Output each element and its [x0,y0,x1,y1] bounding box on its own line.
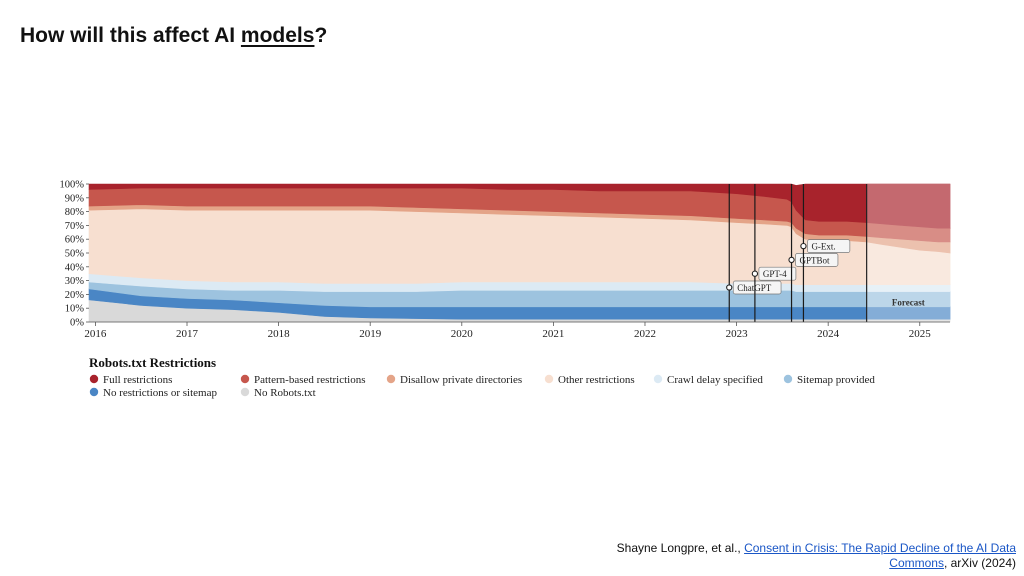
legend-swatch-other-restrictions [544,374,554,384]
event-label-g-ext-: G-Ext. [811,242,835,252]
x-tick-label: 2022 [634,328,656,340]
legend-swatch-no-robots-txt [240,387,250,397]
citation-paper-link[interactable]: Consent in Crisis: The Rapid Decline of … [744,541,1016,570]
legend-swatch-full-restrictions [89,374,99,384]
area-full-restrictions [88,183,951,229]
event-marker-chatgpt [726,284,733,291]
legend-swatch-crawl-delay-specified [653,374,663,384]
y-tick-label: 90% [65,193,85,204]
stacked-areas [88,183,951,323]
event-marker-g-ext- [800,242,807,250]
forecast-region: Forecast [866,184,950,322]
x-tick-label: 2025 [909,328,932,340]
citation: Shayne Longpre, et al., Consent in Crisi… [596,541,1016,571]
legend-label-no-robots-txt: No Robots.txt [254,387,316,399]
legend-label-pattern-based-restrictions: Pattern-based restrictions [254,374,366,386]
x-tick-label: 2020 [451,328,474,340]
x-tick-label: 2017 [176,328,199,340]
event-label-box-g-ext- [807,239,851,253]
y-tick-label: 60% [65,235,85,246]
citation-suffix: , arXiv (2024) [943,556,1016,570]
event-label-gpt-4: GPT-4 [763,269,787,279]
legend-swatch-no-restrictions-or-sitemap [89,387,99,397]
y-tick-label: 100% [60,180,85,191]
forecast-shade [866,184,950,322]
legend-label-sitemap-provided: Sitemap provided [797,374,875,386]
legend-title: Robots.txt Restrictions [89,355,216,370]
legend-label-full-restrictions: Full restrictions [103,374,172,386]
x-tick-label: 2023 [726,328,749,340]
legend-swatch-disallow-private-directories [386,374,396,384]
event-marker-gpt-4 [751,270,759,277]
event-label-box-gpt-4 [758,266,797,281]
y-tick-label: 20% [65,290,85,301]
legend-label-no-restrictions-or-sitemap: No restrictions or sitemap [103,387,217,399]
x-tick-label: 2024 [817,328,840,340]
x-tick-label: 2018 [268,328,291,340]
legend-label-other-restrictions: Other restrictions [558,374,635,386]
y-tick-label: 80% [65,207,85,218]
x-tick-label: 2019 [359,328,382,340]
event-marker-gptbot [788,256,795,264]
citation-authors: Shayne Longpre, et al., [616,541,745,555]
legend-swatch-sitemap-provided [783,374,793,384]
x-tick-label: 2016 [84,328,107,340]
legend-swatch-pattern-based-restrictions [240,374,250,384]
y-tick-label: 0% [70,318,84,329]
forecast-label: Forecast [892,297,925,307]
y-tick-label: 70% [65,221,85,232]
y-tick-label: 40% [65,262,85,273]
slide-title-suffix: ? [314,24,328,47]
legend-label-crawl-delay-specified: Crawl delay specified [667,374,763,386]
event-label-gptbot: GPTBot [800,255,831,265]
y-tick-label: 50% [65,249,85,260]
y-tick-label: 10% [65,304,85,315]
event-label-box-gptbot [795,253,839,267]
chart-legend: Robots.txt Restrictions Full restrictions… [89,355,875,399]
slide-title-link[interactable]: models [240,24,315,47]
slide-title-text: How will this affect AI [20,24,241,47]
event-label-box-chatgpt [732,280,782,295]
x-tick-label: 2021 [542,328,564,340]
chart-axes: 0% 10% 20% 30% 40% 50% 60% 70% 80% 90% 100% 2016 201… [60,180,950,340]
slide-title: How will this affect AI models? [20,24,327,48]
y-tick-label: 30% [65,276,85,287]
legend-label-disallow-private-directories: Disallow private directories [400,374,522,386]
